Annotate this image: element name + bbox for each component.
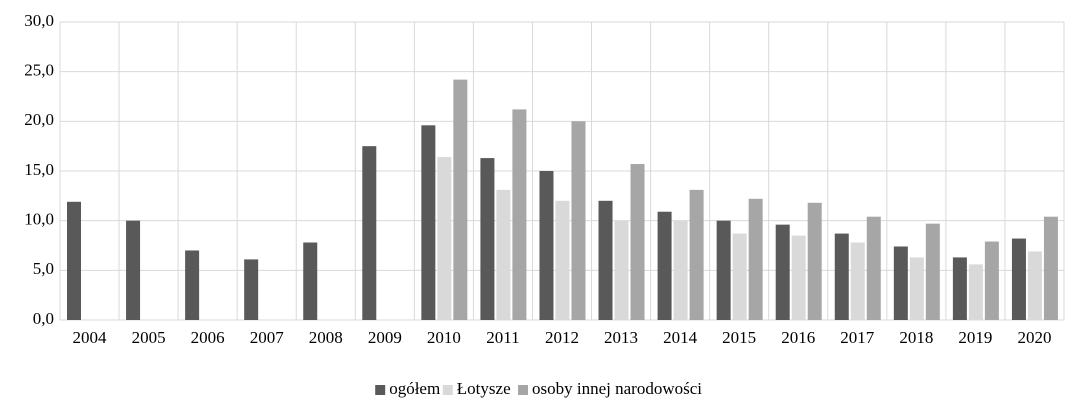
bar (303, 242, 318, 320)
bar (614, 220, 629, 320)
bar (925, 223, 940, 320)
bar (866, 216, 881, 320)
bar (421, 125, 436, 320)
bar (807, 202, 822, 320)
bar (834, 233, 849, 320)
y-tick-label: 0,0 (33, 309, 54, 328)
bar (909, 257, 924, 320)
bar (555, 200, 570, 320)
bar (1043, 216, 1058, 320)
bar (850, 242, 865, 320)
y-tick-label: 10,0 (24, 210, 54, 229)
y-tick-label: 20,0 (24, 110, 54, 129)
bar (893, 246, 908, 320)
bar (598, 200, 613, 320)
bar (126, 220, 141, 320)
x-tick-label: 2009 (368, 328, 402, 347)
legend-label: Łotysze (457, 379, 511, 398)
bar (630, 164, 645, 320)
x-tick-label: 2005 (132, 328, 166, 347)
x-tick-label: 2011 (486, 328, 519, 347)
bar (496, 189, 511, 320)
y-tick-label: 25,0 (24, 61, 54, 80)
bar (775, 224, 790, 320)
legend-swatch (375, 385, 386, 395)
legend-label: ogółem (389, 379, 440, 398)
bar (480, 158, 495, 320)
bar (732, 233, 747, 320)
bar (952, 257, 967, 320)
legend-swatch (518, 385, 528, 395)
bar (968, 264, 983, 320)
x-tick-label: 2018 (899, 328, 933, 347)
bar (512, 109, 527, 320)
x-tick-label: 2015 (722, 328, 756, 347)
bar (244, 259, 259, 320)
x-tick-label: 2006 (191, 328, 225, 347)
x-tick-label: 2020 (1017, 328, 1051, 347)
x-tick-label: 2010 (427, 328, 461, 347)
legend-swatch (442, 385, 453, 395)
legend-label: osoby innej narodowości (532, 379, 702, 398)
bar (539, 171, 554, 320)
x-tick-label: 2008 (309, 328, 343, 347)
bar (1027, 251, 1042, 320)
bar (748, 198, 763, 320)
bar (1011, 238, 1026, 320)
bar (689, 189, 704, 320)
y-tick-label: 30,0 (24, 11, 54, 30)
bar (571, 121, 586, 320)
bar (67, 201, 81, 320)
y-tick-label: 5,0 (33, 259, 54, 278)
x-tick-label: 2004 (73, 328, 108, 347)
bar (716, 220, 731, 320)
x-tick-label: 2016 (781, 328, 815, 347)
bar (984, 241, 999, 320)
bar (673, 220, 688, 320)
x-tick-label: 2007 (250, 328, 285, 347)
bar (657, 211, 672, 320)
x-tick-label: 2012 (545, 328, 579, 347)
y-tick-label: 15,0 (24, 160, 54, 179)
bar (437, 157, 452, 320)
x-tick-label: 2014 (663, 328, 698, 347)
bar (791, 235, 806, 320)
x-tick-label: 2013 (604, 328, 638, 347)
bar (362, 146, 377, 320)
x-tick-label: 2017 (840, 328, 875, 347)
x-tick-label: 2019 (958, 328, 992, 347)
bar (185, 250, 200, 320)
bar (453, 79, 468, 320)
